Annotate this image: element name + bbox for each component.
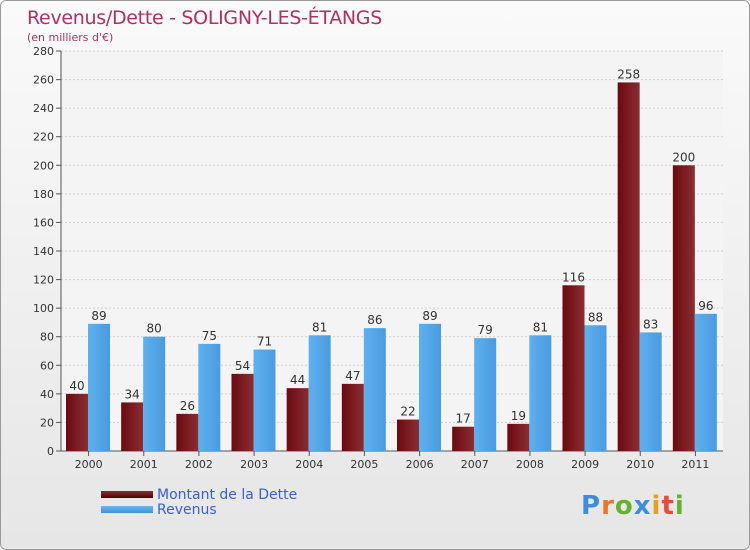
y-tick-label: 160 <box>33 216 54 229</box>
bar-dette <box>341 383 364 451</box>
chart-subtitle: (en milliers d'€) <box>27 31 114 44</box>
data-label-revenus: 75 <box>202 329 217 343</box>
bar-dette <box>121 402 144 451</box>
x-tick-label: 2000 <box>75 458 103 471</box>
bar-dette <box>66 393 88 451</box>
data-label-revenus: 83 <box>643 317 658 331</box>
bar-revenus <box>88 323 110 451</box>
bar-dette <box>231 373 254 451</box>
y-tick-label: 60 <box>40 359 54 372</box>
bar-revenus <box>308 335 331 451</box>
data-label-dette: 44 <box>290 373 305 387</box>
y-tick-label: 260 <box>33 74 54 87</box>
bar-revenus <box>363 328 386 451</box>
data-label-revenus: 71 <box>257 335 272 349</box>
y-tick-label: 40 <box>40 388 54 401</box>
bar-revenus <box>253 349 276 451</box>
data-label-revenus: 96 <box>698 299 713 313</box>
data-label-revenus: 79 <box>478 323 493 337</box>
x-tick-label: 2011 <box>681 458 709 471</box>
y-tick-label: 280 <box>33 45 54 58</box>
x-tick-label: 2008 <box>516 458 544 471</box>
y-tick-label: 200 <box>33 159 54 172</box>
y-tick-label: 120 <box>33 274 54 287</box>
legend: Montant de la Dette Revenus <box>101 486 298 518</box>
logo-letter: o <box>614 491 634 521</box>
x-tick-label: 2003 <box>240 458 268 471</box>
data-label-dette: 54 <box>235 359 250 373</box>
bar-dette <box>452 426 475 451</box>
bar-revenus <box>694 313 717 451</box>
data-label-dette: 26 <box>180 399 195 413</box>
y-tick-label: 0 <box>47 445 54 458</box>
logo-letter: i <box>674 491 685 521</box>
x-tick-label: 2007 <box>461 458 489 471</box>
y-tick-label: 240 <box>33 102 54 115</box>
data-label-dette: 22 <box>400 405 415 419</box>
x-tick-label: 2002 <box>185 458 213 471</box>
data-label-dette: 116 <box>562 270 585 284</box>
bar-dette <box>176 413 199 451</box>
bar-revenus <box>639 332 662 451</box>
data-label-dette: 40 <box>69 379 84 393</box>
bar-revenus <box>198 343 221 451</box>
bar-revenus <box>529 335 552 451</box>
bar-dette <box>672 165 695 452</box>
chart-title: Revenus/Dette - SOLIGNY-LES-ÉTANGS <box>27 7 382 29</box>
data-label-dette: 47 <box>345 369 360 383</box>
y-tick-label: 100 <box>33 302 54 315</box>
data-label-dette: 34 <box>125 387 140 401</box>
x-tick-label: 2005 <box>350 458 378 471</box>
legend-swatch-dette <box>101 491 153 498</box>
y-tick-label: 220 <box>33 131 54 144</box>
data-label-revenus: 81 <box>312 320 327 334</box>
logo-letter: P <box>581 491 602 521</box>
data-label-revenus: 80 <box>147 322 162 336</box>
logo-letter: r <box>601 491 615 521</box>
bar-dette <box>286 388 309 451</box>
x-tick-label: 2009 <box>571 458 599 471</box>
data-label-revenus: 86 <box>367 313 382 327</box>
plot-area <box>61 51 723 451</box>
bar-revenus <box>584 325 607 451</box>
x-tick-label: 2010 <box>626 458 654 471</box>
legend-item-dette: Montant de la Dette <box>101 486 298 503</box>
bar-dette <box>562 285 585 451</box>
legend-label-revenus: Revenus <box>157 501 217 518</box>
data-label-dette: 19 <box>511 409 526 423</box>
y-tick-label: 140 <box>33 245 54 258</box>
y-tick-label: 80 <box>40 331 54 344</box>
bar-dette <box>617 82 640 451</box>
legend-label-dette: Montant de la Dette <box>157 486 298 503</box>
data-label-dette: 200 <box>672 150 695 164</box>
data-label-revenus: 89 <box>91 309 106 323</box>
y-tick-label: 20 <box>40 416 54 429</box>
bar-dette <box>507 423 530 451</box>
proxiti-logo: Proxiti <box>581 491 685 521</box>
legend-swatch-revenus <box>101 506 153 513</box>
legend-item-revenus: Revenus <box>101 501 297 518</box>
x-tick-label: 2006 <box>406 458 434 471</box>
bar-dette <box>397 419 419 451</box>
data-label-dette: 258 <box>617 67 640 81</box>
x-tick-label: 2004 <box>295 458 323 471</box>
x-tick-label: 2001 <box>130 458 158 471</box>
data-label-revenus: 88 <box>588 310 603 324</box>
bar-revenus <box>419 323 441 451</box>
data-label-revenus: 89 <box>422 309 437 323</box>
y-tick-label: 180 <box>33 188 54 201</box>
data-label-dette: 17 <box>456 412 471 426</box>
logo-letter: t <box>661 491 675 521</box>
bar-revenus <box>474 338 497 451</box>
logo-letter: x <box>633 491 652 521</box>
logo-letter: i <box>651 491 662 521</box>
bar-revenus <box>143 336 166 451</box>
data-label-revenus: 81 <box>533 320 548 334</box>
